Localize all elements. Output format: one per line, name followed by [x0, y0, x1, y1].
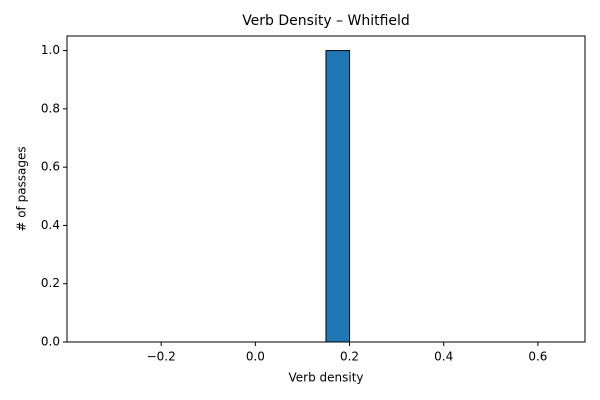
- x-axis-label: Verb density: [288, 371, 363, 385]
- y-tick-label: 1.0: [41, 43, 60, 57]
- y-tick-label: 0.4: [41, 218, 60, 232]
- y-tick-label: 0.8: [41, 101, 60, 115]
- bar: [325, 50, 351, 343]
- chart-title: Verb Density – Whitfield: [242, 13, 410, 29]
- x-tick-label: 0.0: [246, 350, 265, 364]
- y-axis-label: # of passages: [15, 146, 29, 231]
- y-tick-label: 0.6: [41, 160, 60, 174]
- x-tick-label: 0.2: [340, 350, 359, 364]
- x-tick-label: 0.6: [528, 350, 547, 364]
- y-tick-label: 0.2: [41, 276, 60, 290]
- plot-frame: [66, 35, 586, 343]
- x-tick-label: 0.4: [434, 350, 453, 364]
- x-tick-label: −0.2: [147, 350, 176, 364]
- y-tick-label: 0.0: [41, 335, 60, 349]
